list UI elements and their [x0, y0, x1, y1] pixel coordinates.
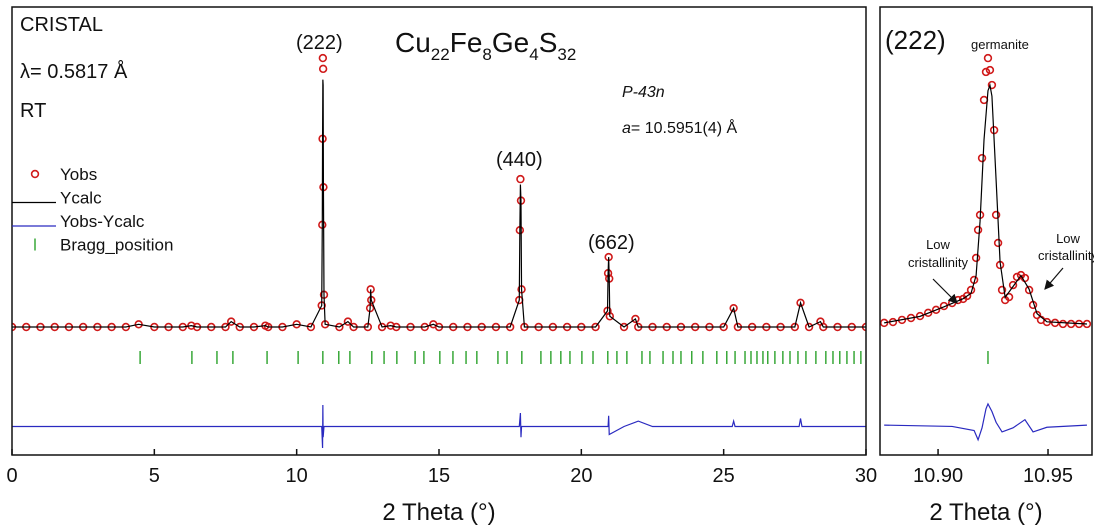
- x-tick-label: 10.90: [913, 465, 963, 487]
- yobs-point: [985, 65, 995, 75]
- yobs-point: [318, 53, 328, 63]
- series-line: [884, 83, 1087, 325]
- yobs-point: [1032, 310, 1042, 320]
- yobs-point: [343, 317, 353, 326]
- yobs-point: [997, 285, 1007, 295]
- peak-label: (222): [885, 25, 946, 55]
- yobs-point: [973, 225, 983, 235]
- annotation: cristallinity: [1038, 248, 1094, 263]
- x-tick-label: 15: [428, 465, 450, 487]
- formula-element: Ge: [492, 27, 529, 58]
- formula-subscript: 32: [557, 45, 576, 64]
- annotation: Low: [926, 237, 950, 252]
- yobs-point: [993, 238, 1003, 248]
- legend-label: Ycalc: [60, 189, 102, 208]
- yobs-point: [516, 174, 525, 184]
- instrument: CRISTAL: [20, 14, 103, 36]
- yobs-point: [619, 322, 629, 332]
- legend-marker: [30, 169, 40, 179]
- yobs-point: [931, 305, 941, 315]
- legend-label: Yobs-Ycalc: [60, 212, 145, 231]
- wavelength: λ= 0.5817 Å: [20, 60, 128, 83]
- yobs-point: [335, 322, 344, 332]
- x-tick-label: 0: [6, 465, 17, 487]
- formula: Cu22Fe8Ge4S32: [395, 27, 576, 64]
- arrow: [932, 278, 958, 304]
- panel-frame: [879, 6, 1093, 456]
- plot-area: [880, 53, 1092, 442]
- yobs-point: [1008, 280, 1018, 290]
- yobs-point: [923, 308, 933, 318]
- lattice-value: = 10.5951(4) Å: [631, 118, 738, 137]
- arrow: [1044, 267, 1064, 290]
- yobs-point: [977, 153, 987, 163]
- lattice-parameter: a= 10.5951(4) Å: [622, 118, 738, 137]
- yobs-point: [292, 320, 301, 329]
- yobs-point: [1058, 319, 1068, 329]
- phase-label: germanite: [971, 37, 1029, 52]
- yobs-point: [631, 314, 640, 324]
- x-axis-title: 2 Theta (°): [382, 499, 495, 526]
- series-line: [12, 404, 866, 449]
- yobs-point: [1066, 319, 1076, 329]
- yobs-point: [991, 210, 1001, 220]
- x-axis-title: 2 Theta (°): [929, 499, 1042, 526]
- yobs-point: [796, 298, 805, 307]
- yobs-point: [979, 95, 989, 105]
- yobs-point: [880, 318, 889, 328]
- formula-element: Fe: [450, 27, 483, 58]
- yobs-point: [226, 317, 236, 326]
- formula-element: Cu: [395, 27, 431, 58]
- x-tick-label: 5: [149, 465, 160, 487]
- formula-subscript: 8: [482, 45, 491, 64]
- yobs-point: [729, 303, 738, 313]
- x-tick-label: 20: [570, 465, 592, 487]
- peak-label: (440): [496, 149, 543, 171]
- formula-subscript: 4: [529, 45, 538, 64]
- peak-label: (222): [296, 32, 343, 54]
- yobs-point: [915, 311, 925, 321]
- series-line: [12, 79, 866, 328]
- legend-label: Yobs: [60, 165, 97, 184]
- formula-element: S: [539, 27, 558, 58]
- space-group: P-43n: [622, 84, 665, 101]
- lattice-symbol: a: [622, 120, 631, 137]
- yobs-point: [983, 53, 993, 63]
- x-tick-label: 25: [713, 465, 735, 487]
- yobs-point: [1024, 285, 1034, 295]
- yobs-point: [318, 64, 328, 74]
- yobs-point: [804, 322, 814, 332]
- x-tick-label: 10.95: [1023, 465, 1073, 487]
- yobs-point: [981, 67, 991, 77]
- temperature: RT: [20, 100, 46, 122]
- yobs-point: [306, 322, 316, 332]
- annotation: Low: [1056, 231, 1080, 246]
- yobs-point: [971, 253, 981, 263]
- peak-label: (662): [588, 232, 635, 254]
- legend-label: Bragg_position: [60, 236, 173, 255]
- annotation: cristallinity: [908, 255, 968, 270]
- x-tick-label: 30: [855, 465, 877, 487]
- series-line: [884, 402, 1087, 442]
- yobs-point: [962, 291, 972, 301]
- panel-frame: [11, 6, 867, 456]
- formula-subscript: 22: [431, 45, 450, 64]
- yobs-point: [987, 80, 997, 90]
- x-tick-label: 10: [286, 465, 308, 487]
